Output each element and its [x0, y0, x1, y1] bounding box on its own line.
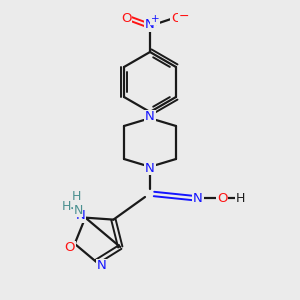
Text: H: H	[235, 191, 245, 205]
Text: O: O	[171, 13, 181, 26]
Text: N: N	[145, 19, 155, 32]
Text: O: O	[64, 241, 75, 254]
Text: +: +	[151, 14, 159, 24]
Text: N: N	[97, 260, 106, 272]
Text: N: N	[75, 209, 85, 222]
Text: N: N	[145, 161, 155, 175]
Text: N: N	[73, 203, 83, 217]
Text: H: H	[71, 190, 81, 202]
Text: O: O	[121, 13, 131, 26]
Text: N: N	[145, 110, 155, 124]
Text: −: −	[179, 10, 189, 22]
Text: O: O	[217, 191, 227, 205]
Text: H: H	[61, 200, 71, 212]
Text: N: N	[193, 191, 203, 205]
